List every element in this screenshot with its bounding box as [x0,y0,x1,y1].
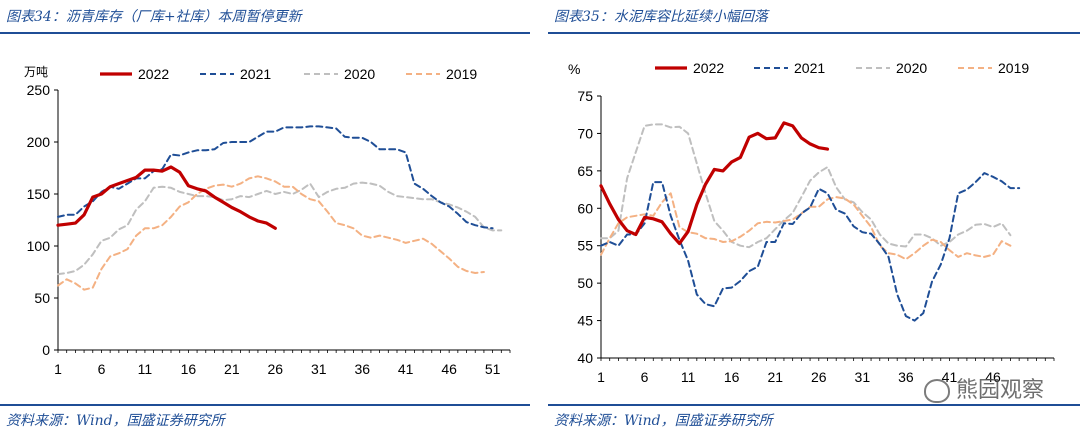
x-tick-label: 31 [855,369,871,385]
legend-label-2022: 2022 [138,66,169,82]
x-tick-label: 41 [942,369,958,385]
series-line-2020 [600,123,1012,249]
right-source-rule [548,404,1080,406]
x-tick-label: 46 [441,361,457,377]
series-line-2019 [600,192,1012,261]
x-tick-label: 36 [354,361,370,377]
x-tick-label: 11 [681,369,696,385]
y-tick-label: 70 [577,125,593,141]
x-tick-label: 31 [311,361,327,377]
x-tick-label: 6 [98,361,106,377]
right-source: 资料来源：Wind，国盛证券研究所 [554,413,773,429]
left-panel: 图表34：沥青库存（厂库+社库）本周暂停更新 万吨 0 50 100 150 200 250… [0,0,530,438]
x-tick-label: 46 [985,369,1001,385]
series-line-2019 [57,175,485,291]
x-tick-label: 1 [597,369,605,385]
series-line-2022 [56,165,277,230]
wechat-logo-icon [923,379,950,403]
y-unit-label: % [568,61,580,77]
x-tick-label: 16 [724,369,740,385]
legend-label-2021: 2021 [240,66,271,82]
right-chart-title: 图表35：水泥库容比延续小幅回落 [554,9,768,25]
y-tick-label: 65 [577,163,593,179]
y-tick-label: 75 [577,88,593,104]
x-tick-label: 1 [54,361,62,377]
x-tick-label: 11 [138,361,153,377]
x-tick-label: 26 [811,369,827,385]
left-chart-title: 图表34：沥青库存（厂库+社库）本周暂停更新 [6,9,302,25]
y-tick-label: 50 [34,290,50,306]
series-line-2020 [57,181,503,276]
x-tick-label: 16 [181,361,197,377]
right-panel: 图表35：水泥库容比延续小幅回落 % 40 45 50 55 60 65 70 75 1 6 11 16… [548,0,1080,438]
y-tick-label: 150 [27,186,51,202]
legend-label-2022: 2022 [693,60,724,76]
x-tick-label: 6 [641,369,649,385]
series-line-2021 [57,125,494,230]
y-unit-label: 万吨 [24,65,48,79]
y-tick-label: 250 [27,82,51,98]
legend-label-2021: 2021 [794,60,825,76]
left-title-rule [0,32,530,34]
x-tick-label: 51 [485,361,501,377]
y-tick-label: 0 [42,342,50,358]
watermark-text: 熊园观察 [955,378,1044,403]
legend-label-2019: 2019 [446,66,477,82]
series-line-2021 [600,172,1021,322]
x-tick-label: 36 [898,369,914,385]
left-source-rule [0,404,530,406]
y-tick-label: 200 [27,134,51,150]
y-tick-label: 55 [577,238,593,254]
x-tick-label: 21 [224,361,240,377]
y-tick-label: 40 [577,350,593,366]
series-line-2022 [599,121,830,246]
y-tick-label: 45 [577,313,593,329]
right-title-rule [548,32,1080,34]
legend-label-2019: 2019 [998,60,1029,76]
legend-label-2020: 2020 [344,66,375,82]
watermark: 熊园观察 [923,372,1044,404]
x-tick-label: 26 [268,361,284,377]
left-source: 资料来源：Wind，国盛证券研究所 [6,413,225,429]
y-tick-label: 50 [577,275,593,291]
legend-label-2020: 2020 [896,60,927,76]
x-tick-label: 21 [767,369,783,385]
y-tick-label: 60 [577,200,593,216]
x-tick-label: 41 [398,361,414,377]
y-tick-label: 100 [27,238,51,254]
